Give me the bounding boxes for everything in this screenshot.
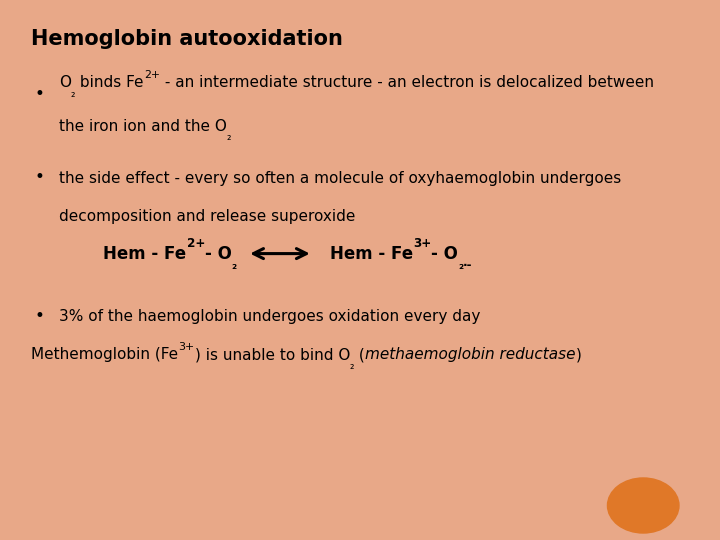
Text: Hem - Fe: Hem - Fe <box>104 245 186 263</box>
Text: ₂: ₂ <box>458 260 463 273</box>
Text: ₂: ₂ <box>71 89 76 99</box>
Text: ₂: ₂ <box>232 260 237 273</box>
Text: 2+: 2+ <box>144 70 160 80</box>
Text: O: O <box>59 76 71 90</box>
Text: •: • <box>35 307 45 325</box>
Text: Methemoglobin (Fe: Methemoglobin (Fe <box>31 347 179 362</box>
Text: ₂: ₂ <box>227 132 231 143</box>
Text: methaemoglobin reductase: methaemoglobin reductase <box>365 347 576 362</box>
Text: 3+: 3+ <box>179 342 194 352</box>
Text: 3+: 3+ <box>413 237 431 250</box>
Text: - an intermediate structure - an electron is delocalized between: - an intermediate structure - an electro… <box>160 76 654 90</box>
Text: ) is unable to bind O: ) is unable to bind O <box>194 347 350 362</box>
Text: 2+: 2+ <box>186 237 205 250</box>
Text: 3% of the haemoglobin undergoes oxidation every day: 3% of the haemoglobin undergoes oxidatio… <box>59 309 480 324</box>
Text: - O: - O <box>431 245 458 263</box>
Text: Hemoglobin autooxidation: Hemoglobin autooxidation <box>31 29 343 49</box>
Text: •: • <box>35 168 45 186</box>
Circle shape <box>608 478 679 533</box>
Text: ·-: ·- <box>463 260 472 273</box>
Text: (: ( <box>354 347 365 362</box>
Text: - O: - O <box>205 245 232 263</box>
Text: ₂: ₂ <box>350 361 354 371</box>
Text: the side effect - every so often a molecule of oxyhaemoglobin undergoes: the side effect - every so often a molec… <box>59 171 621 186</box>
Text: binds Fe: binds Fe <box>76 76 144 90</box>
Text: ): ) <box>576 347 582 362</box>
Text: Hem - Fe: Hem - Fe <box>330 245 413 263</box>
Text: •: • <box>35 85 45 103</box>
Text: decomposition and release superoxide: decomposition and release superoxide <box>59 208 355 224</box>
Text: the iron ion and the O: the iron ion and the O <box>59 119 227 134</box>
